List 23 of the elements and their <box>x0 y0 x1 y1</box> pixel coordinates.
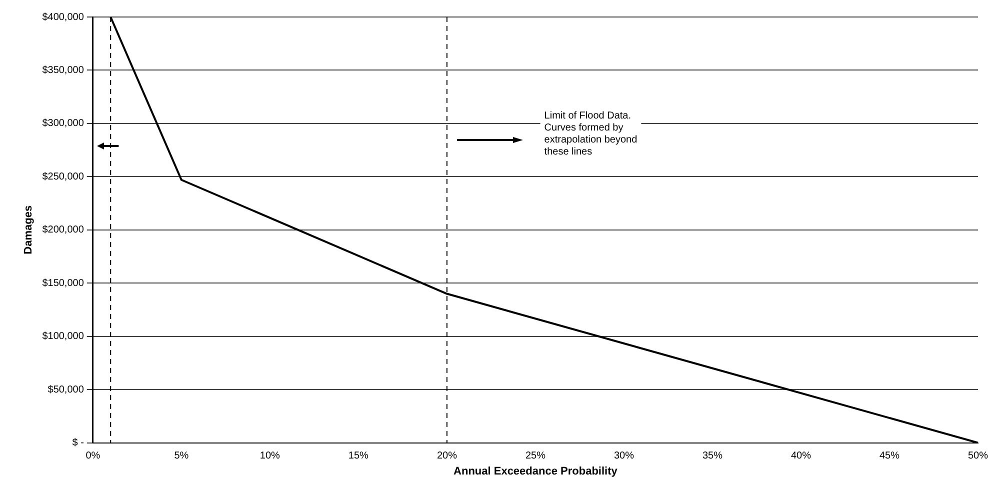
x-tick-label: 50% <box>968 450 988 462</box>
x-tick-label: 15% <box>348 450 369 462</box>
y-tick-label: $250,000 <box>42 171 84 182</box>
y-tick-label: $200,000 <box>42 224 84 236</box>
x-axis-title: Annual Exceedance Probability <box>454 465 618 478</box>
y-tick-label: $350,000 <box>42 64 84 76</box>
x-tick-label: 5% <box>174 450 189 462</box>
x-tick-label: 30% <box>614 450 634 462</box>
y-tick-label: $400,000 <box>42 12 84 23</box>
y-tick-label: $ - <box>72 438 84 449</box>
y-tick-label: $150,000 <box>42 278 84 289</box>
annotation: Limit of Flood Data. Curves formed by extrapolation beyond these lines <box>544 110 638 158</box>
x-tick-label: 35% <box>702 450 723 462</box>
x-tick-label: 20% <box>436 450 458 462</box>
y-axis-title: Damages <box>22 205 35 254</box>
y-tick-label: $300,000 <box>42 118 84 130</box>
x-tick-label: 25% <box>525 450 546 462</box>
x-tick-label: 0% <box>86 450 100 462</box>
x-tick-label: 40% <box>790 450 812 462</box>
y-tick-label: $100,000 <box>42 331 84 342</box>
x-tick-label: 10% <box>260 450 280 462</box>
y-tick-label: $50,000 <box>48 384 84 396</box>
x-tick-label: 45% <box>879 450 900 462</box>
